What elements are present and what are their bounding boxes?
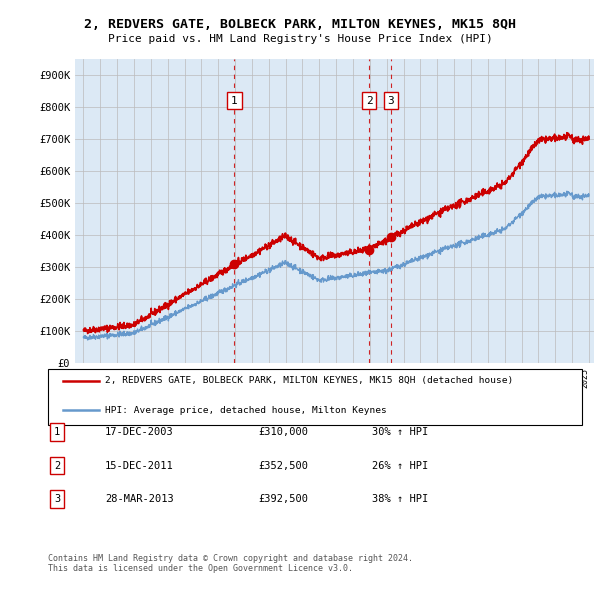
Text: 2023: 2023 [546,368,555,388]
Text: 2008: 2008 [293,368,302,388]
Text: Price paid vs. HM Land Registry's House Price Index (HPI): Price paid vs. HM Land Registry's House … [107,34,493,44]
Text: 2011: 2011 [344,368,353,388]
Text: 2005: 2005 [243,368,252,388]
Text: 2010: 2010 [327,368,336,388]
Text: Contains HM Land Registry data © Crown copyright and database right 2024.
This d: Contains HM Land Registry data © Crown c… [48,554,413,573]
Text: 2018: 2018 [462,368,471,388]
Text: 1997: 1997 [108,368,117,388]
Text: 38% ↑ HPI: 38% ↑ HPI [372,494,428,504]
Text: 2015: 2015 [412,368,421,388]
Text: 2002: 2002 [193,368,202,388]
Text: 1: 1 [231,96,238,106]
Text: 2, REDVERS GATE, BOLBECK PARK, MILTON KEYNES, MK15 8QH: 2, REDVERS GATE, BOLBECK PARK, MILTON KE… [84,18,516,31]
Text: £352,500: £352,500 [258,461,308,470]
Text: £392,500: £392,500 [258,494,308,504]
Text: 2022: 2022 [529,368,538,388]
Text: 3: 3 [54,494,60,504]
Text: 26% ↑ HPI: 26% ↑ HPI [372,461,428,470]
Text: 2021: 2021 [512,368,521,388]
Text: 2004: 2004 [226,368,235,388]
Text: 28-MAR-2013: 28-MAR-2013 [105,494,174,504]
Text: 2007: 2007 [277,368,286,388]
Text: 30% ↑ HPI: 30% ↑ HPI [372,427,428,437]
Text: 2: 2 [54,461,60,470]
Text: £310,000: £310,000 [258,427,308,437]
Text: 2014: 2014 [395,368,404,388]
Text: HPI: Average price, detached house, Milton Keynes: HPI: Average price, detached house, Milt… [105,405,387,415]
Text: 17-DEC-2003: 17-DEC-2003 [105,427,174,437]
Text: 2009: 2009 [310,368,319,388]
Text: 2012: 2012 [361,368,370,388]
Text: 2003: 2003 [209,368,218,388]
Text: 2024: 2024 [563,368,572,388]
Text: 1995: 1995 [74,368,83,388]
Text: 2, REDVERS GATE, BOLBECK PARK, MILTON KEYNES, MK15 8QH (detached house): 2, REDVERS GATE, BOLBECK PARK, MILTON KE… [105,376,513,385]
Text: 3: 3 [388,96,394,106]
Text: 2: 2 [366,96,373,106]
Text: 1996: 1996 [91,368,100,388]
Text: 2025: 2025 [580,368,589,388]
Text: 1998: 1998 [125,368,134,388]
Text: 1: 1 [54,427,60,437]
Text: 2019: 2019 [479,368,488,388]
Text: 2020: 2020 [496,368,505,388]
Text: 2013: 2013 [378,368,387,388]
Text: 2016: 2016 [428,368,437,388]
Text: 15-DEC-2011: 15-DEC-2011 [105,461,174,470]
Text: 2000: 2000 [158,368,167,388]
Text: 1999: 1999 [142,368,151,388]
Text: 2001: 2001 [176,368,185,388]
Text: 2006: 2006 [260,368,269,388]
Text: 2017: 2017 [445,368,454,388]
